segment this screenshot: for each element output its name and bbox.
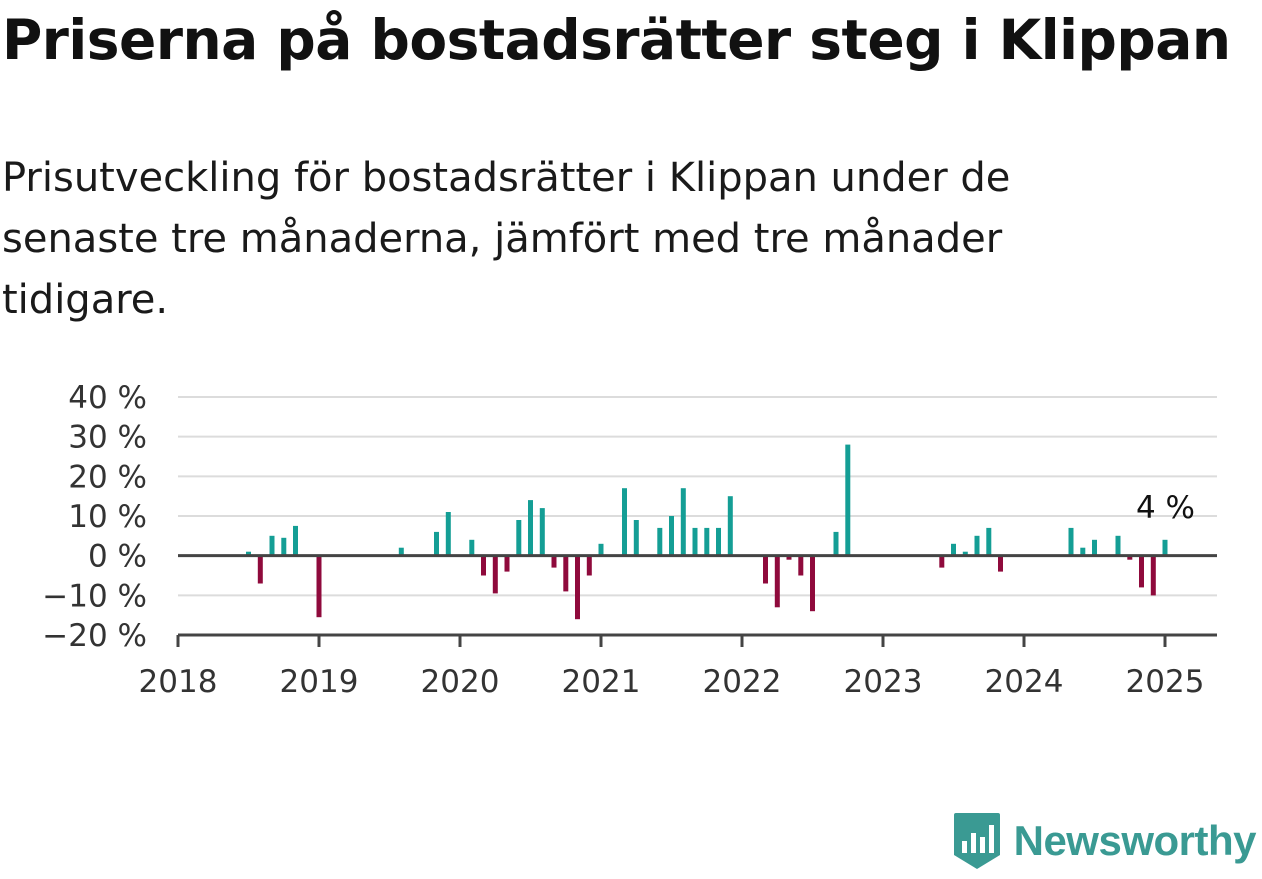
bar [481,555,486,576]
bar [716,527,721,556]
bar [598,543,604,556]
bar [586,555,592,576]
bar [833,531,839,556]
bar [680,488,686,556]
x-tick-label: 2021 [562,664,641,700]
y-tick-label: 30 % [68,420,147,456]
bar-chart: 40 %30 %20 %10 %0 %−10 %−20 % 2018 2019 20… [42,380,1217,700]
bar [951,543,956,556]
bar [657,527,663,556]
bar [551,555,557,568]
annotations: 4 % [1136,490,1195,526]
bar [810,555,815,612]
bar [1139,555,1144,588]
y-axis-ticks: 40 % 30 %20 % 10 % 0 %−10 % −20 % [42,380,147,654]
bar [692,527,698,556]
bar [434,531,439,556]
y-tick-label: 40 % [68,380,147,416]
bar [727,496,733,556]
chart-subtitle: Prisutveckling för bostadsrätter i Klipp… [2,155,1011,323]
x-tick-label: 2024 [985,664,1064,700]
x-axis-ticks: 2018 2019 2020 2021 2022 2023 2024 2025 [139,635,1205,700]
bar [316,555,322,618]
y-tick-label: −20 % [42,618,147,654]
bar [939,555,945,568]
x-tick-label: 2025 [1126,664,1205,700]
bar [1092,539,1097,556]
bar [774,555,780,608]
bar [786,555,792,560]
bar [469,539,475,556]
bar [492,555,498,594]
x-tick-label: 2018 [139,664,218,700]
x-tick-label: 2023 [844,664,923,700]
bar [1150,555,1156,596]
y-tick-label: 10 % [68,499,147,535]
bar [293,525,298,556]
bar [563,555,569,592]
bar [257,555,263,584]
bar [763,555,768,584]
bar [974,535,980,556]
bar [704,527,710,556]
bar [622,488,627,556]
bar [504,555,510,572]
bar [998,555,1003,572]
y-tick-label: 20 % [68,459,147,495]
bar [1068,527,1074,556]
bar [1115,535,1121,556]
gridlines [178,396,1217,597]
bar [516,520,522,556]
last-value-label: 4 % [1136,490,1195,526]
bar [1127,555,1133,560]
newsworthy-logo: Newsworthy [952,811,1257,871]
bar [528,500,533,556]
bar [962,551,968,556]
x-tick-label: 2019 [280,664,359,700]
bar [398,547,404,556]
y-tick-label: −10 % [42,578,147,614]
bar [633,520,639,556]
bar [1162,539,1168,556]
bar [539,508,545,556]
y-tick-label: 0 % [88,539,147,575]
x-tick-label: 2022 [703,664,782,700]
bar [798,555,804,576]
bar [575,555,580,620]
chart-title: Priserna på bostadsrätter steg i Klippan [2,8,1231,72]
x-tick-label: 2020 [421,664,500,700]
bar [445,512,451,556]
bar-chart-pin-icon [953,813,1000,869]
bar [246,551,251,556]
bar [1080,547,1086,556]
bar [281,537,287,556]
bar [986,527,992,556]
bar [845,444,851,556]
bars [246,444,1168,620]
axes [178,554,1217,637]
brand-name: Newsworthy [1013,817,1257,864]
bar [269,535,275,556]
bar [669,516,674,556]
